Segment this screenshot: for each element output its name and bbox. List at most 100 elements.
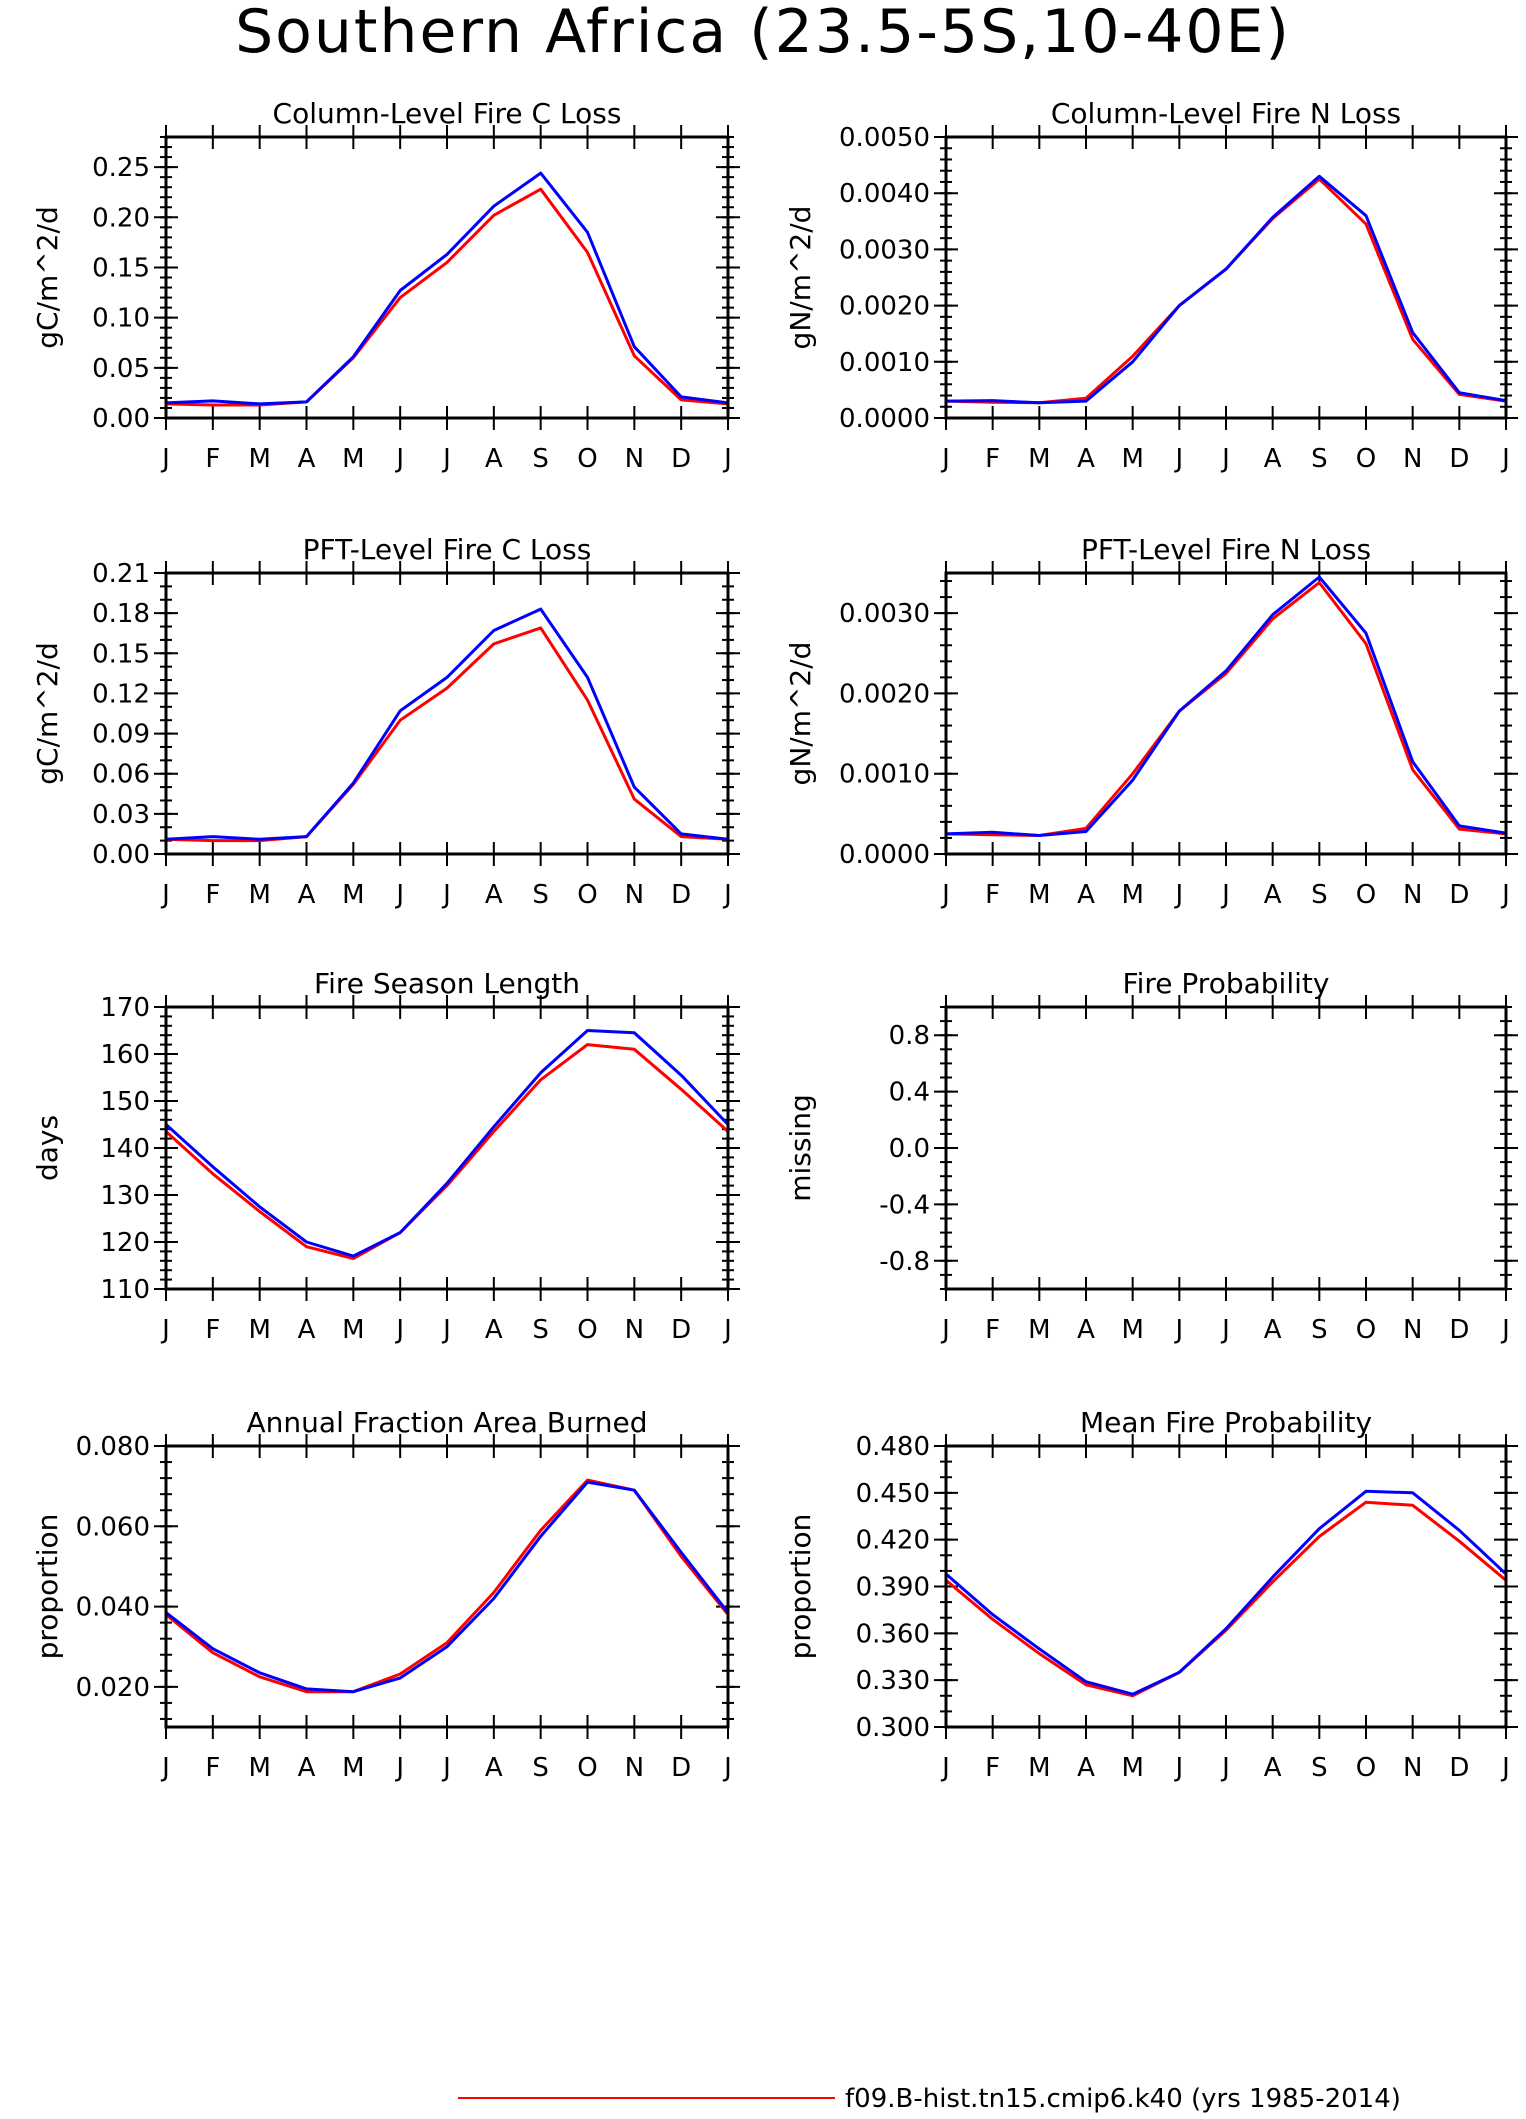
y-tick-label: 120 bbox=[100, 1228, 150, 1258]
x-tick-label: F bbox=[205, 1315, 220, 1345]
series-line-red bbox=[946, 1500, 1506, 1698]
chart-panel: Mean Fire Probability proportion 0.300 0.33… bbox=[784, 1406, 1518, 1783]
x-tick-label: J bbox=[394, 1753, 404, 1783]
x-tick-label: J bbox=[1173, 444, 1183, 474]
x-tick-label: A bbox=[298, 880, 316, 910]
x-tick-label: J bbox=[1173, 1753, 1183, 1783]
x-tick-label: M bbox=[1121, 1753, 1143, 1783]
x-tick-label: M bbox=[248, 1315, 270, 1345]
x-tick-label: N bbox=[1403, 1315, 1422, 1345]
y-tick-label: 0.0000 bbox=[839, 840, 930, 870]
x-tick-label: N bbox=[1403, 880, 1422, 910]
y-tick-label: 0.300 bbox=[856, 1713, 930, 1743]
x-tick-label: J bbox=[940, 444, 950, 474]
y-tick-label: 0.0030 bbox=[839, 599, 930, 629]
x-tick-label: M bbox=[248, 444, 270, 474]
x-tick-label: N bbox=[625, 1753, 644, 1783]
y-axis-label: gN/m^2/d bbox=[784, 206, 817, 350]
x-tick-label: J bbox=[394, 880, 404, 910]
x-tick-label: J bbox=[722, 444, 732, 474]
x-tick-label: F bbox=[205, 880, 220, 910]
x-tick-label: N bbox=[1403, 1753, 1422, 1783]
x-tick-label: F bbox=[205, 444, 220, 474]
x-tick-label: D bbox=[671, 1753, 691, 1783]
x-tick-label: S bbox=[1311, 880, 1328, 910]
series-line-blue bbox=[166, 171, 728, 406]
x-tick-label: J bbox=[1220, 880, 1230, 910]
x-tick-label: J bbox=[940, 880, 950, 910]
y-tick-label: 0.05 bbox=[92, 354, 150, 384]
y-tick-label: 0.420 bbox=[856, 1526, 930, 1556]
x-tick-label: A bbox=[1077, 1753, 1095, 1783]
series-line-red bbox=[946, 581, 1506, 837]
series-line-red bbox=[946, 177, 1506, 405]
series-line-blue bbox=[946, 1489, 1506, 1696]
x-tick-label: J bbox=[441, 444, 451, 474]
legend: f09.B-hist.tn15.cmip6.k40 (yrs 1985-2014… bbox=[458, 2084, 1401, 2114]
x-tick-label: S bbox=[532, 880, 549, 910]
x-tick-label: J bbox=[1220, 1753, 1230, 1783]
y-tick-label: 0.09 bbox=[92, 720, 150, 750]
series-line-red bbox=[166, 626, 728, 843]
x-tick-label: O bbox=[577, 1753, 597, 1783]
x-tick-label: O bbox=[1356, 880, 1376, 910]
y-tick-label: 0.0 bbox=[889, 1134, 930, 1164]
y-axis-label: proportion bbox=[31, 1514, 64, 1660]
y-tick-label: 0.15 bbox=[92, 253, 150, 283]
x-tick-label: D bbox=[671, 1315, 691, 1345]
x-tick-label: M bbox=[1121, 444, 1143, 474]
series-line-blue bbox=[946, 174, 1506, 405]
x-tick-label: J bbox=[722, 880, 732, 910]
y-tick-label: -0.8 bbox=[879, 1247, 930, 1277]
legend-label: f09.B-hist.tn15.cmip6.k40 (yrs 1985-2014… bbox=[845, 2084, 1401, 2114]
x-tick-label: J bbox=[394, 444, 404, 474]
x-tick-label: J bbox=[1220, 1315, 1230, 1345]
chart-panel: Fire Season Length days 110 120 130 140 150 160… bbox=[31, 967, 740, 1345]
x-tick-label: S bbox=[1311, 444, 1328, 474]
x-tick-label: M bbox=[1028, 444, 1050, 474]
x-tick-label: J bbox=[160, 1315, 170, 1345]
x-tick-label: N bbox=[625, 880, 644, 910]
x-tick-label: N bbox=[1403, 444, 1422, 474]
x-tick-label: O bbox=[1356, 444, 1376, 474]
y-tick-label: 0.8 bbox=[889, 1021, 930, 1051]
y-tick-label: 0.360 bbox=[856, 1619, 930, 1649]
x-tick-label: S bbox=[532, 444, 549, 474]
chart-panel: PFT-Level Fire N Loss gN/m^2/d 0.0000 0.001… bbox=[784, 533, 1518, 910]
y-tick-label: 0.12 bbox=[92, 679, 150, 709]
x-tick-label: A bbox=[298, 1753, 316, 1783]
x-tick-label: J bbox=[160, 444, 170, 474]
x-tick-label: O bbox=[577, 1315, 597, 1345]
y-tick-label: 0.20 bbox=[92, 203, 150, 233]
x-tick-label: A bbox=[1264, 444, 1282, 474]
x-tick-label: M bbox=[1028, 880, 1050, 910]
y-axis-label: gC/m^2/d bbox=[31, 206, 64, 349]
y-tick-label: 0.18 bbox=[92, 599, 150, 629]
x-tick-label: J bbox=[940, 1315, 950, 1345]
y-tick-label: 0.10 bbox=[92, 304, 150, 334]
y-tick-label: 0.06 bbox=[92, 760, 150, 790]
x-tick-label: O bbox=[577, 880, 597, 910]
plot-frame bbox=[164, 135, 730, 420]
x-tick-label: O bbox=[1356, 1315, 1376, 1345]
x-tick-label: M bbox=[1028, 1315, 1050, 1345]
panel-title: Fire Probability bbox=[1123, 967, 1330, 1000]
series-line-red bbox=[166, 1478, 728, 1694]
series-line-red bbox=[166, 187, 728, 407]
panel-title: Mean Fire Probability bbox=[1080, 1406, 1372, 1439]
x-tick-label: F bbox=[985, 444, 1000, 474]
x-tick-label: A bbox=[1264, 1753, 1282, 1783]
x-tick-label: F bbox=[985, 1753, 1000, 1783]
y-tick-label: 160 bbox=[100, 1040, 150, 1070]
x-tick-label: D bbox=[671, 444, 691, 474]
plot-frame bbox=[164, 1444, 730, 1729]
x-tick-label: D bbox=[1449, 444, 1469, 474]
chart-panel: Column-Level Fire N Loss gN/m^2/d 0.0000 0.… bbox=[784, 97, 1518, 474]
x-tick-label: M bbox=[342, 880, 364, 910]
x-tick-label: J bbox=[394, 1315, 404, 1345]
y-axis-label: missing bbox=[784, 1094, 817, 1202]
x-tick-label: O bbox=[577, 444, 597, 474]
chart-panel: Column-Level Fire C Loss gC/m^2/d 0.00 0.05… bbox=[31, 97, 740, 474]
panel-title: PFT-Level Fire C Loss bbox=[303, 533, 592, 566]
x-tick-label: A bbox=[485, 1753, 503, 1783]
